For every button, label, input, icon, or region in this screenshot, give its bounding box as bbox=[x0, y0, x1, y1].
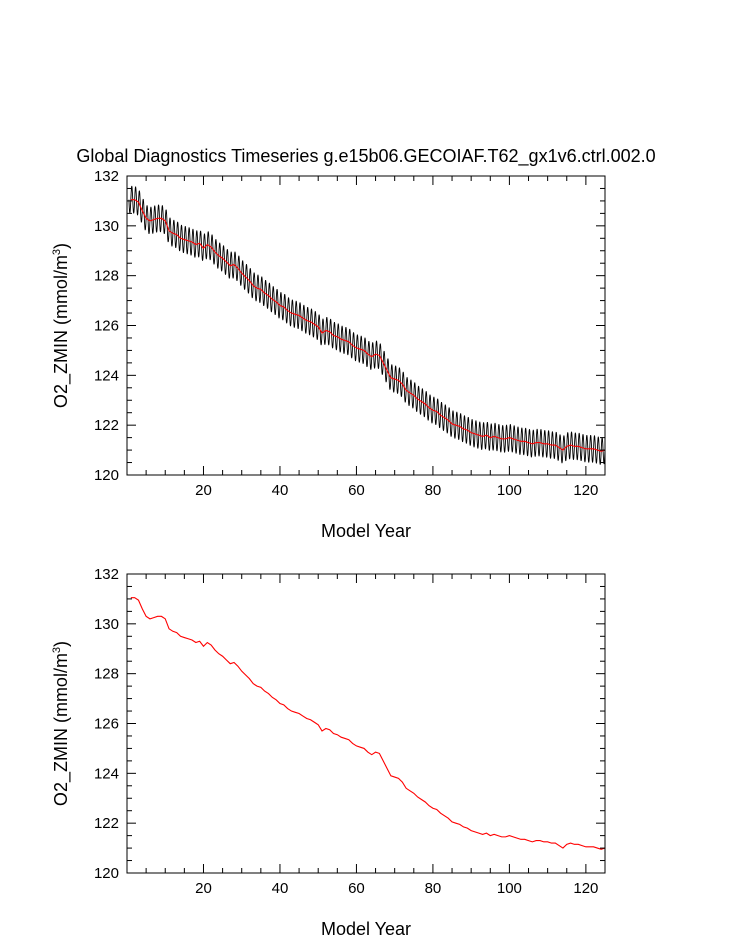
top-chart-x-tick-label: 40 bbox=[272, 482, 289, 499]
top-chart: 20 40 60 80 100 120 120 122 124 126 128 130 132 Mode… bbox=[51, 168, 606, 541]
top-chart-x-tick-label: 20 bbox=[195, 482, 212, 499]
bottom-chart-ticks bbox=[126, 573, 606, 874]
bottom-chart-y-tick-label: 132 bbox=[94, 566, 119, 583]
top-chart-monthly-series-line bbox=[128, 185, 606, 465]
bottom-chart-y-tick-label: 130 bbox=[94, 616, 119, 633]
top-chart-y-axis-title-main: O2_ZMIN (mmol/m bbox=[51, 255, 72, 408]
bottom-chart-tick-labels: 20 40 60 80 100 120 120 122 124 126 128 130 132 bbox=[94, 566, 598, 897]
bottom-chart-y-tick-label: 126 bbox=[94, 716, 119, 733]
top-chart-annual-mean-series-line bbox=[130, 199, 606, 452]
bottom-chart-x-tick-label: 80 bbox=[425, 880, 442, 897]
top-chart-x-tick-label: 60 bbox=[348, 482, 365, 499]
bottom-chart-x-tick-label: 60 bbox=[348, 880, 365, 897]
top-chart-tick-labels: 20 40 60 80 100 120 120 122 124 126 128 130 132 bbox=[94, 168, 598, 499]
bottom-chart-y-tick-label: 122 bbox=[94, 815, 119, 832]
bottom-chart-plot bbox=[130, 597, 606, 850]
top-chart-x-axis-title: Model Year bbox=[321, 521, 411, 541]
top-chart-x-tick-label: 120 bbox=[573, 482, 598, 499]
figure-title: Global Diagnostics Timeseries g.e15b06.G… bbox=[76, 146, 655, 167]
top-chart-y-tick-label: 126 bbox=[94, 318, 119, 335]
bottom-chart-annual-mean-series-line bbox=[130, 597, 606, 850]
bottom-chart-x-axis-title: Model Year bbox=[321, 919, 411, 939]
top-chart-y-tick-label: 130 bbox=[94, 218, 119, 235]
top-chart-y-tick-label: 132 bbox=[94, 168, 119, 185]
top-chart-frame bbox=[126, 175, 606, 476]
bottom-chart-y-axis-title: O2_ZMIN (mmol/m3) bbox=[51, 641, 72, 806]
top-chart-y-tick-label: 124 bbox=[94, 367, 119, 384]
top-chart-y-axis-title-sup: 3 bbox=[51, 249, 63, 255]
top-chart-x-tick-label: 80 bbox=[425, 482, 442, 499]
bottom-chart-frame bbox=[126, 573, 606, 874]
top-chart-x-tick-label: 100 bbox=[497, 482, 522, 499]
bottom-chart-y-tick-label: 124 bbox=[94, 765, 119, 782]
bottom-chart-y-axis-title-sup: 3 bbox=[51, 647, 63, 653]
top-chart-ticks bbox=[126, 175, 606, 476]
bottom-chart-x-tick-label: 40 bbox=[272, 880, 289, 897]
top-chart-y-tick-label: 120 bbox=[94, 467, 119, 484]
bottom-chart: 20 40 60 80 100 120 120 122 124 126 128 130 132 Mode… bbox=[51, 566, 606, 939]
top-chart-y-tick-label: 122 bbox=[94, 417, 119, 434]
bottom-chart-x-tick-label: 20 bbox=[195, 880, 212, 897]
top-chart-plot bbox=[128, 185, 606, 465]
bottom-chart-y-axis-title-main: O2_ZMIN (mmol/m bbox=[51, 653, 72, 806]
top-chart-y-axis-title-end: ) bbox=[51, 243, 71, 249]
top-chart-y-axis-title: O2_ZMIN (mmol/m3) bbox=[51, 243, 72, 408]
bottom-chart-x-tick-label: 100 bbox=[497, 880, 522, 897]
top-chart-y-tick-label: 128 bbox=[94, 268, 119, 285]
bottom-chart-y-axis-title-end: ) bbox=[51, 641, 71, 647]
bottom-chart-y-tick-label: 128 bbox=[94, 666, 119, 683]
bottom-chart-y-tick-label: 120 bbox=[94, 865, 119, 882]
bottom-chart-x-tick-label: 120 bbox=[573, 880, 598, 897]
